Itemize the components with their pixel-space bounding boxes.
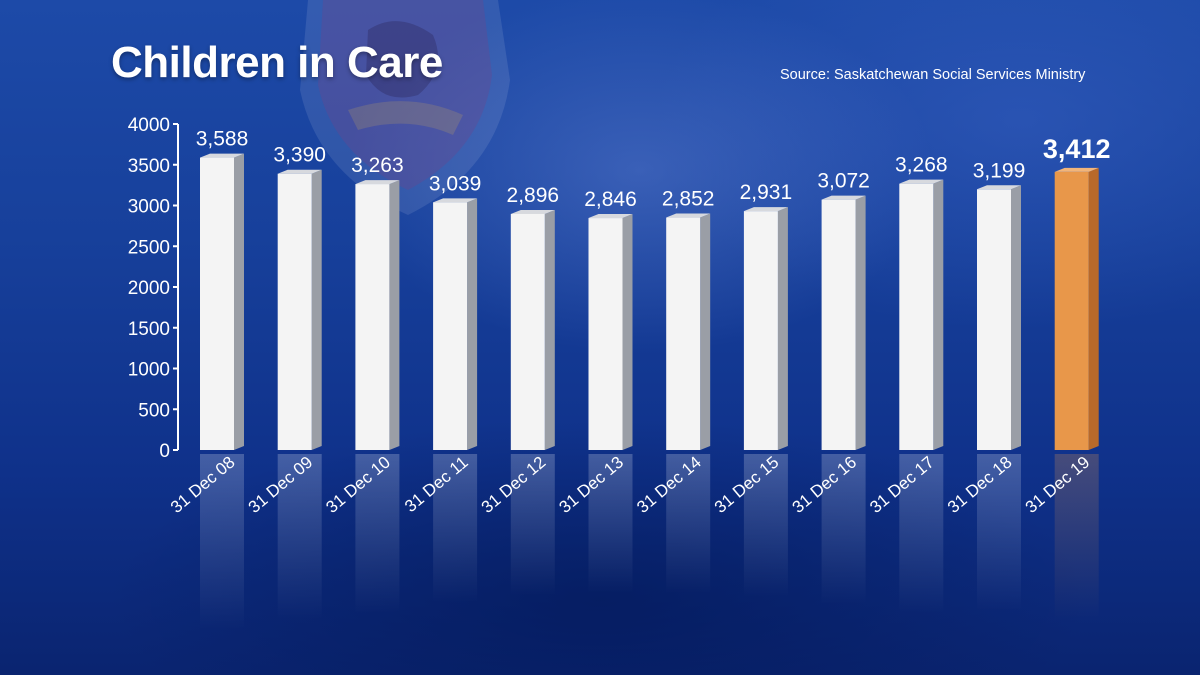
bar-front: [821, 199, 856, 450]
y-tick-label: 2000: [128, 278, 170, 299]
bar-top: [200, 153, 244, 158]
bar-reflection: [200, 454, 244, 630]
bar-reflection: [743, 454, 788, 598]
value-labels: 3,588 3,390 3,263 3,039 2,896 2,846 2,852 2,931…: [196, 128, 1111, 211]
y-tick-label: 3000: [128, 197, 170, 218]
bar: [277, 169, 322, 450]
bar: [899, 179, 944, 450]
bar-top: [743, 207, 788, 212]
bar-side: [933, 179, 944, 450]
bar-top: [899, 179, 944, 184]
bar: [588, 214, 633, 450]
bar: [743, 207, 788, 450]
bar-front: [510, 213, 545, 450]
bar-reflection: [433, 454, 478, 603]
y-tick-label: 500: [138, 400, 170, 421]
bar-front: [743, 211, 778, 450]
data-label: 3,412: [1043, 134, 1111, 164]
y-tick-label: 3500: [128, 156, 170, 177]
y-tick-label: 0: [159, 441, 170, 462]
data-label: 2,852: [662, 188, 715, 211]
bar-top: [666, 213, 711, 218]
bar-reflection: [355, 454, 400, 614]
bar-front: [899, 183, 934, 450]
data-label: 3,039: [429, 172, 482, 195]
bar-side: [855, 195, 866, 450]
bar-top: [277, 169, 322, 174]
y-tick-label: 1500: [128, 319, 170, 340]
data-label: 3,268: [895, 154, 948, 177]
bar-top: [821, 195, 866, 200]
source-note: Source: Saskatchewan Social Services Min…: [780, 67, 1086, 83]
bar-front: [277, 173, 312, 450]
y-tick-label: 4000: [128, 115, 170, 136]
bar-top: [588, 214, 633, 219]
bar-side: [622, 214, 633, 450]
y-axis: 0 500 1000 1500 2000 2500 3000 3500 4000: [128, 115, 179, 462]
bar-top: [1054, 167, 1099, 172]
bar: [821, 195, 866, 450]
bar-top: [433, 198, 478, 203]
bar-reflection: [977, 454, 1021, 611]
bar: [433, 198, 478, 450]
bar: [355, 180, 400, 451]
data-label: 3,263: [351, 154, 404, 177]
data-label: 3,588: [196, 128, 249, 151]
data-label: 3,199: [973, 159, 1026, 182]
bar-reflection: [899, 454, 944, 614]
bar-front: [433, 202, 468, 450]
bar-side: [467, 198, 478, 450]
data-label: 2,931: [740, 181, 793, 204]
y-tick-label: 1000: [128, 360, 170, 381]
bar-side: [700, 213, 711, 450]
data-label: 2,846: [584, 188, 637, 211]
bar-front: [588, 218, 623, 450]
bar: [666, 213, 711, 450]
bar-side: [1088, 167, 1099, 450]
bar-front: [355, 184, 390, 451]
bar-highlight: [1054, 167, 1099, 450]
y-tick-label: 2500: [128, 237, 170, 258]
bar-side: [389, 180, 400, 451]
bar-side: [777, 207, 788, 450]
bar-reflection: [1054, 454, 1099, 621]
bar-top: [977, 185, 1021, 190]
bar: [510, 209, 555, 450]
data-label: 3,390: [273, 144, 326, 167]
bar-top: [355, 180, 400, 185]
bar-side: [234, 153, 244, 450]
bar-reflections: [200, 454, 1099, 630]
bar-side: [311, 169, 322, 450]
bar-reflection: [666, 454, 711, 594]
bar-front: [200, 157, 234, 450]
chart-title: Children in Care: [111, 38, 443, 87]
bars: [200, 153, 1099, 451]
data-label: 3,072: [817, 170, 870, 193]
bar: [977, 185, 1021, 450]
bar-side: [544, 209, 555, 450]
bar-front: [1054, 171, 1089, 450]
bar-reflection: [277, 454, 322, 620]
bar-reflection: [510, 454, 555, 596]
bar-reflection: [821, 454, 866, 605]
bar: [200, 153, 244, 450]
data-label: 2,896: [507, 184, 560, 207]
bar-front: [977, 189, 1011, 450]
provincial-crest-background: [300, 0, 510, 215]
bar-top: [510, 209, 555, 214]
bar-front: [666, 217, 701, 450]
bar-side: [1011, 185, 1021, 450]
bar-reflection: [588, 454, 633, 594]
